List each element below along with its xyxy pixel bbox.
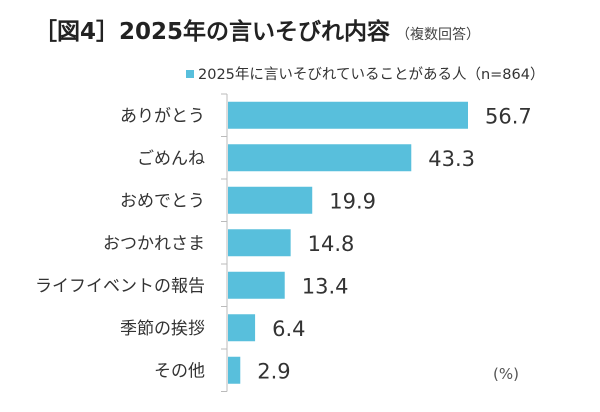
bar <box>228 271 285 299</box>
data-label: 13.4 <box>302 274 349 298</box>
legend: 2025年に言いそびれていることがある人（n=864） <box>186 63 544 84</box>
category-label: ありがとう <box>120 106 205 126</box>
bar <box>228 144 412 172</box>
data-label: 43.3 <box>428 147 475 171</box>
bar <box>228 229 291 257</box>
category-label: おつかれさま <box>103 234 205 254</box>
title-text: ［図4］2025年の言いそびれ内容 <box>34 19 391 45</box>
bar <box>228 186 313 214</box>
category-label: ごめんね <box>137 149 205 169</box>
bar <box>228 314 256 342</box>
category-label: 季節の挨拶 <box>120 319 205 339</box>
bar <box>228 356 241 384</box>
chart-title: ［図4］2025年の言いそびれ内容 （複数回答） <box>34 12 480 46</box>
data-label: 14.8 <box>308 232 355 256</box>
legend-label: 2025年に言いそびれていることがある人（n=864） <box>198 67 545 83</box>
chart-subtitle: （複数回答） <box>396 27 481 43</box>
data-label: 19.9 <box>329 189 376 213</box>
category-label: おめでとう <box>120 191 205 211</box>
legend-swatch <box>186 69 194 78</box>
category-label: ライフイベントの報告 <box>35 276 205 296</box>
data-label: 6.4 <box>272 317 305 341</box>
bar <box>228 101 468 129</box>
category-label: その他 <box>154 361 205 381</box>
data-label: 2.9 <box>257 359 290 383</box>
unit-label: (%) <box>493 365 519 383</box>
data-label: 56.7 <box>485 104 532 128</box>
